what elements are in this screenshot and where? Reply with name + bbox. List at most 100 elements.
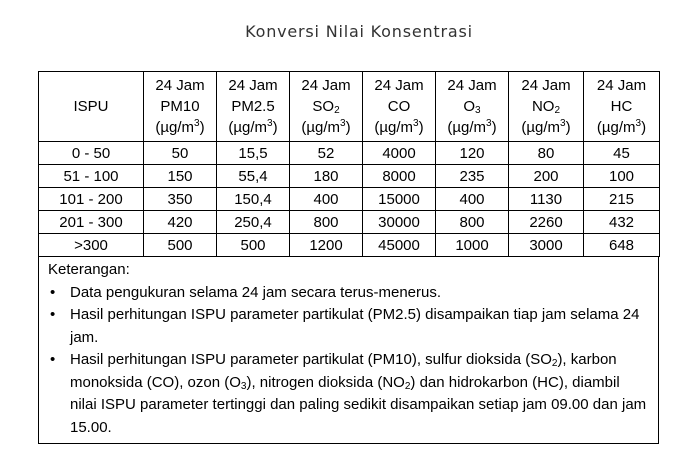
unit-text: ) bbox=[199, 119, 205, 136]
parameter-name: HC bbox=[610, 98, 633, 115]
table-row: 0 - 50 50 15,5 52 4000 120 80 45 bbox=[38, 141, 660, 165]
header-period: 24 Jam bbox=[447, 77, 497, 94]
value-cell: 800 bbox=[435, 210, 509, 234]
header-unit: (µg/m3) bbox=[509, 117, 583, 138]
value-cell: 8000 bbox=[362, 164, 436, 188]
value-cell: 50 bbox=[143, 141, 217, 165]
value-cell: 350 bbox=[143, 187, 217, 211]
value-cell: 500 bbox=[216, 233, 290, 257]
parameter-subscript: 2 bbox=[334, 105, 340, 116]
unit-superscript: 3 bbox=[560, 118, 566, 129]
subscript: 2 bbox=[551, 358, 558, 369]
value-cell: 2260 bbox=[508, 210, 584, 234]
header-parameter: O3 bbox=[436, 96, 508, 117]
value-cell: 1130 bbox=[508, 187, 584, 211]
unit-text: ) bbox=[418, 119, 424, 136]
header-unit: (µg/m3) bbox=[144, 117, 216, 138]
value-cell: 235 bbox=[435, 164, 509, 188]
ispu-range-cell: 51 - 100 bbox=[38, 164, 144, 188]
value-cell: 15000 bbox=[362, 187, 436, 211]
value-cell: 45000 bbox=[362, 233, 436, 257]
unit-text: ) bbox=[565, 119, 571, 136]
header-parameter: CO bbox=[363, 96, 435, 117]
value-cell: 1200 bbox=[289, 233, 363, 257]
header-period: 24 Jam bbox=[374, 77, 424, 94]
column-header: 24 Jam PM2.5 (µg/m3) bbox=[216, 71, 290, 142]
table-header-row: ISPU 24 Jam PM10 (µg/m3) 24 Jam PM2.5 (µg/m3… bbox=[38, 71, 660, 142]
value-cell: 15,5 bbox=[216, 141, 290, 165]
ispu-column-header: ISPU bbox=[38, 71, 144, 142]
parameter-name: PM2.5 bbox=[231, 98, 275, 115]
value-cell: 1000 bbox=[435, 233, 509, 257]
unit-text: (µg/m bbox=[374, 119, 414, 136]
header-parameter: NO2 bbox=[509, 96, 583, 117]
header-unit: (µg/m3) bbox=[217, 117, 289, 138]
value-cell: 180 bbox=[289, 164, 363, 188]
unit-text: ) bbox=[272, 119, 278, 136]
value-cell: 400 bbox=[289, 187, 363, 211]
unit-text: (µg/m bbox=[521, 119, 561, 136]
parameter-name: CO bbox=[387, 98, 411, 115]
column-header: 24 Jam SO2 (µg/m3) bbox=[289, 71, 363, 142]
header-period: 24 Jam bbox=[228, 77, 278, 94]
note-text: ), nitrogen dioksida (NO bbox=[246, 373, 405, 391]
parameter-name: SO bbox=[312, 98, 335, 115]
header-unit: (µg/m3) bbox=[363, 117, 435, 138]
note-item: Hasil perhitungan ISPU parameter partiku… bbox=[48, 304, 650, 349]
column-header: 24 Jam PM10 (µg/m3) bbox=[143, 71, 217, 142]
value-cell: 30000 bbox=[362, 210, 436, 234]
unit-text: (µg/m bbox=[301, 119, 341, 136]
parameter-name: PM10 bbox=[160, 98, 200, 115]
header-parameter: PM2.5 bbox=[217, 96, 289, 117]
column-header: 24 Jam HC (µg/m3) bbox=[583, 71, 660, 142]
unit-superscript: 3 bbox=[635, 118, 642, 129]
unit-text: (µg/m bbox=[228, 119, 268, 136]
unit-text: (µg/m bbox=[155, 119, 195, 136]
subscript: 2 bbox=[404, 380, 411, 392]
unit-text: (µg/m bbox=[596, 119, 636, 136]
table-body: 0 - 50 50 15,5 52 4000 120 80 45 51 - 100 150 55,4… bbox=[38, 141, 660, 257]
unit-text: ) bbox=[641, 119, 647, 136]
value-cell: 150 bbox=[143, 164, 217, 188]
header-unit: (µg/m3) bbox=[584, 117, 659, 138]
parameter-name: NO bbox=[531, 98, 555, 115]
header-unit: (µg/m3) bbox=[436, 117, 508, 138]
conversion-table-container: ISPU 24 Jam PM10 (µg/m3) 24 Jam PM2.5 (µg/m3… bbox=[38, 71, 660, 444]
note-text: Data pengukuran selama 24 jam secara ter… bbox=[70, 283, 442, 301]
notes-box: Keterangan: Data pengukuran selama 24 ja… bbox=[38, 257, 659, 444]
value-cell: 52 bbox=[289, 141, 363, 165]
table-row: 51 - 100 150 55,4 180 8000 235 200 100 bbox=[38, 164, 660, 188]
header-parameter: HC bbox=[584, 96, 659, 117]
table-row: 101 - 200 350 150,4 400 15000 400 1130 215 bbox=[38, 187, 660, 211]
header-period: 24 Jam bbox=[155, 77, 205, 94]
header-period: 24 Jam bbox=[596, 77, 647, 94]
ispu-range-cell: 201 - 300 bbox=[38, 210, 144, 234]
parameter-subscript: 2 bbox=[554, 105, 561, 116]
value-cell: 120 bbox=[435, 141, 509, 165]
value-cell: 4000 bbox=[362, 141, 436, 165]
value-cell: 500 bbox=[143, 233, 217, 257]
parameter-subscript: 3 bbox=[475, 105, 481, 116]
value-cell: 400 bbox=[435, 187, 509, 211]
note-item: Hasil perhitungan ISPU parameter partiku… bbox=[48, 349, 650, 439]
unit-text: ) bbox=[491, 119, 497, 136]
notes-heading: Keterangan: bbox=[48, 261, 130, 278]
note-text: Hasil perhitungan ISPU parameter partiku… bbox=[70, 351, 552, 368]
header-unit: (µg/m3) bbox=[290, 117, 362, 138]
unit-text: ) bbox=[345, 119, 351, 136]
header-parameter: SO2 bbox=[290, 96, 362, 117]
value-cell: 800 bbox=[289, 210, 363, 234]
value-cell: 55,4 bbox=[216, 164, 290, 188]
value-cell: 100 bbox=[583, 164, 660, 188]
table-row: 201 - 300 420 250,4 800 30000 800 2260 432 bbox=[38, 210, 660, 234]
unit-superscript: 3 bbox=[340, 118, 346, 129]
value-cell: 250,4 bbox=[216, 210, 290, 234]
header-period: 24 Jam bbox=[301, 77, 351, 94]
value-cell: 648 bbox=[583, 233, 660, 257]
value-cell: 432 bbox=[583, 210, 660, 234]
unit-superscript: 3 bbox=[413, 118, 419, 129]
subscript: 3 bbox=[240, 380, 247, 392]
parameter-name: O bbox=[463, 98, 476, 115]
notes-list: Data pengukuran selama 24 jam secara ter… bbox=[48, 282, 650, 440]
page-title: Konversi Nilai Konsentrasi bbox=[245, 22, 473, 41]
